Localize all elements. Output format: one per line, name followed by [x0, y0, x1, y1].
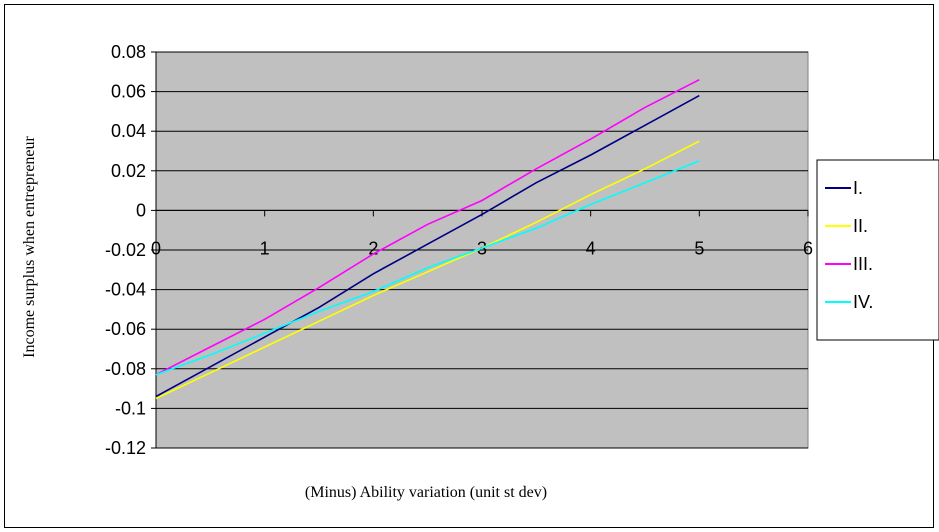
x-tick-label: 5 — [694, 238, 704, 258]
y-tick-label: -0.04 — [105, 280, 146, 300]
legend-label: II. — [853, 216, 868, 236]
series-line-3 — [155, 78, 700, 376]
series-line-2 — [155, 140, 700, 400]
plot-area — [151, 51, 809, 449]
y-tick-label: 0 — [136, 200, 146, 220]
series-line-4 — [155, 160, 700, 376]
x-axis-label: (Minus) Ability variation (unit st dev) — [305, 484, 547, 501]
series-line-1 — [155, 94, 700, 398]
y-tick-label: -0.1 — [115, 398, 146, 418]
x-tick-label: 6 — [803, 238, 813, 258]
x-tick-label: 0 — [151, 238, 161, 258]
y-tick-label: 0.06 — [111, 82, 146, 102]
y-tick-label: 0.04 — [111, 121, 146, 141]
y-tick-label: 0.02 — [111, 161, 146, 181]
y-tick-label: -0.12 — [105, 438, 146, 458]
x-tick-label: 2 — [368, 238, 378, 258]
y-axis-ticks: 0.08 0.06 0.04 0.02 0 -0.02 -0.04 -0.06 -0.08 -0.… — [105, 42, 146, 458]
legend-label: III. — [853, 254, 873, 274]
x-tick-label: 1 — [260, 238, 270, 258]
x-tick-label: 4 — [586, 238, 596, 258]
y-axis-label: Income surplus when entrepreneur — [21, 135, 38, 357]
y-tick-label: -0.06 — [105, 319, 146, 339]
series-lines — [155, 78, 700, 400]
legend-label: I. — [853, 178, 863, 198]
y-tick-label: -0.02 — [105, 240, 146, 260]
y-tick-label: -0.08 — [105, 359, 146, 379]
legend-label: IV. — [853, 292, 873, 312]
legend: I. II. III. IV. — [816, 159, 939, 341]
legend-box — [816, 159, 939, 341]
y-tick-label: 0.08 — [111, 42, 146, 62]
